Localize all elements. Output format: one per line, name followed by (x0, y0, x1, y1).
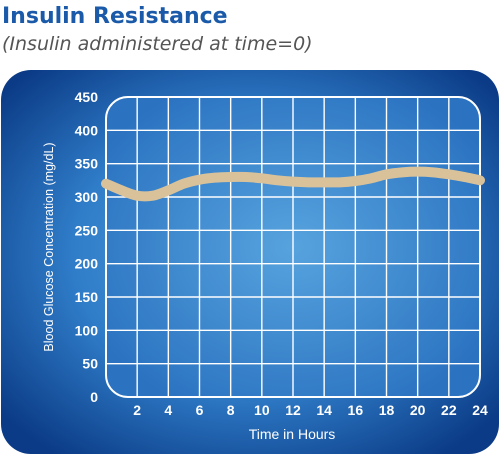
glucose-curve (101, 166, 485, 202)
y-tick-label: 450 (75, 89, 99, 105)
y-tick-label: 0 (90, 389, 98, 405)
y-tick-label: 100 (75, 322, 99, 338)
x-tick-label: 10 (254, 402, 270, 418)
x-tick-label: 20 (410, 402, 426, 418)
chart-subtitle: (Insulin administered at time=0) (2, 33, 313, 55)
x-axis-label: Time in Hours (249, 426, 336, 442)
x-tick-label: 12 (285, 402, 301, 418)
y-axis-label: Blood Glucose Concentration (mg/dL) (42, 142, 56, 351)
x-tick-label: 2 (133, 402, 141, 418)
y-tick-labels: 0 50 100 150 200 250 300 350 400 450 (75, 89, 99, 405)
x-tick-label: 4 (164, 402, 172, 418)
x-tick-label: 8 (227, 402, 235, 418)
y-tick-label: 250 (75, 222, 99, 238)
grid-lines (106, 97, 480, 397)
x-tick-labels: 2 4 6 8 10 12 14 16 18 20 22 24 (133, 402, 488, 418)
x-tick-label: 22 (441, 402, 457, 418)
chart-title: Insulin Resistance (2, 4, 228, 29)
x-tick-label: 6 (196, 402, 204, 418)
x-tick-label: 16 (348, 402, 364, 418)
y-tick-label: 400 (75, 122, 99, 138)
y-tick-label: 50 (82, 356, 98, 372)
x-tick-label: 14 (316, 402, 332, 418)
series-layer (101, 166, 485, 202)
y-tick-label: 200 (75, 256, 99, 272)
y-tick-label: 300 (75, 189, 99, 205)
y-tick-label: 350 (75, 156, 99, 172)
x-tick-label: 24 (472, 402, 488, 418)
y-tick-label: 150 (75, 289, 99, 305)
x-tick-label: 18 (379, 402, 395, 418)
